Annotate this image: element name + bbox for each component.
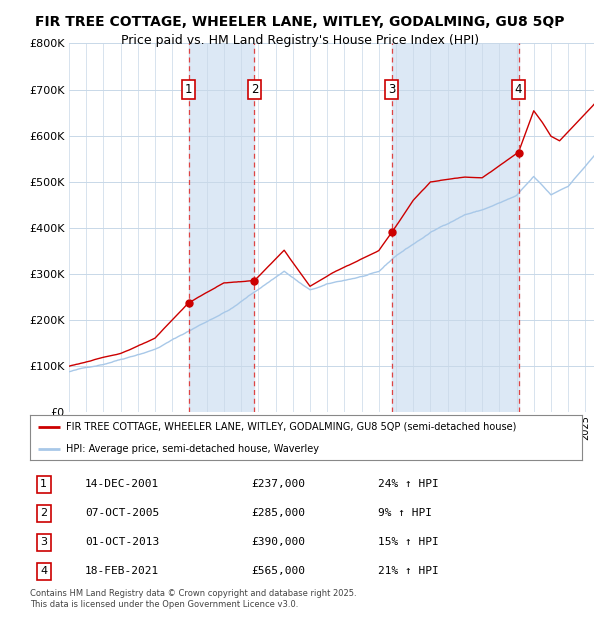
Text: 01-OCT-2013: 01-OCT-2013 <box>85 538 160 547</box>
Text: 9% ↑ HPI: 9% ↑ HPI <box>378 508 432 518</box>
Text: 2: 2 <box>40 508 47 518</box>
Text: 4: 4 <box>515 83 523 96</box>
Text: 24% ↑ HPI: 24% ↑ HPI <box>378 479 439 489</box>
Text: £390,000: £390,000 <box>251 538 305 547</box>
Text: Price paid vs. HM Land Registry's House Price Index (HPI): Price paid vs. HM Land Registry's House … <box>121 34 479 47</box>
Text: £565,000: £565,000 <box>251 567 305 577</box>
Text: 14-DEC-2001: 14-DEC-2001 <box>85 479 160 489</box>
Text: 21% ↑ HPI: 21% ↑ HPI <box>378 567 439 577</box>
Text: 1: 1 <box>40 479 47 489</box>
Text: 1: 1 <box>185 83 193 96</box>
Text: FIR TREE COTTAGE, WHEELER LANE, WITLEY, GODALMING, GU8 5QP (semi-detached house): FIR TREE COTTAGE, WHEELER LANE, WITLEY, … <box>66 422 516 432</box>
Text: HPI: Average price, semi-detached house, Waverley: HPI: Average price, semi-detached house,… <box>66 444 319 454</box>
Text: 3: 3 <box>40 538 47 547</box>
Text: This data is licensed under the Open Government Licence v3.0.: This data is licensed under the Open Gov… <box>30 600 298 609</box>
Bar <box>392 43 518 412</box>
Text: 07-OCT-2005: 07-OCT-2005 <box>85 508 160 518</box>
Text: 4: 4 <box>40 567 47 577</box>
Text: £285,000: £285,000 <box>251 508 305 518</box>
Text: Contains HM Land Registry data © Crown copyright and database right 2025.: Contains HM Land Registry data © Crown c… <box>30 589 356 598</box>
Text: £237,000: £237,000 <box>251 479 305 489</box>
Text: FIR TREE COTTAGE, WHEELER LANE, WITLEY, GODALMING, GU8 5QP: FIR TREE COTTAGE, WHEELER LANE, WITLEY, … <box>35 16 565 30</box>
Text: 2: 2 <box>251 83 258 96</box>
Text: 18-FEB-2021: 18-FEB-2021 <box>85 567 160 577</box>
Text: 15% ↑ HPI: 15% ↑ HPI <box>378 538 439 547</box>
Bar <box>188 43 254 412</box>
Text: 3: 3 <box>388 83 395 96</box>
